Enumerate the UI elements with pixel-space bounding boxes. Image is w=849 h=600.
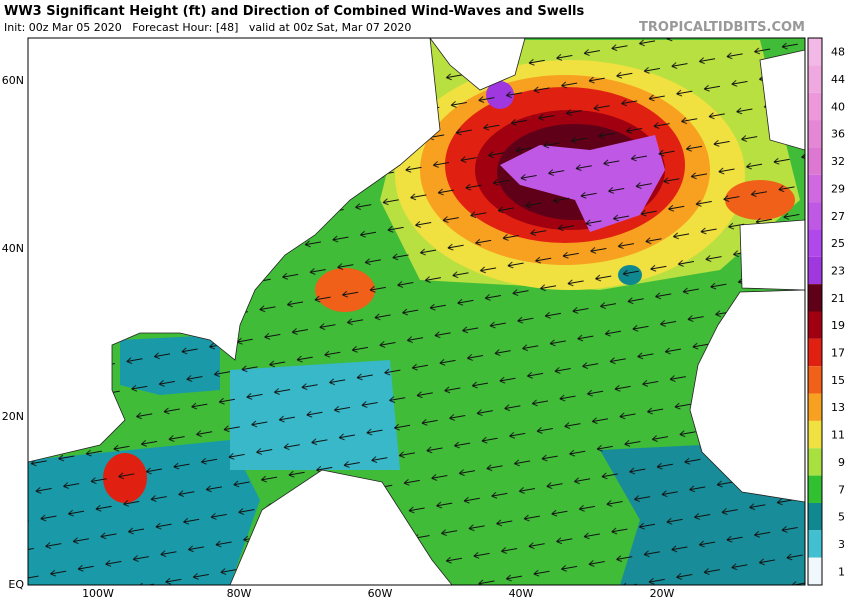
title: WW3 Significant Height (ft) and Directio…	[4, 4, 584, 19]
colorbar-label: 40	[831, 100, 845, 113]
colorbar-label: 44	[831, 73, 845, 86]
colorbar-swatch	[808, 366, 822, 394]
colorbar-swatch	[808, 502, 822, 531]
colorbar-label: 21	[831, 292, 845, 305]
colorbar-swatch	[808, 557, 822, 585]
colorbar-swatch	[808, 256, 822, 285]
colorbar-swatch	[808, 338, 822, 367]
lat-label: 40N	[2, 242, 24, 255]
colorbar-swatch	[808, 174, 822, 203]
colorbar-label: 27	[831, 210, 845, 223]
lon-label: 80W	[227, 587, 252, 600]
colorbar-label: 36	[831, 128, 845, 141]
map	[28, 38, 805, 585]
colorbar-swatch	[808, 229, 822, 257]
colorbar-label: 15	[831, 374, 845, 387]
colorbar-label: 29	[831, 182, 845, 195]
colorbar-label: 48	[831, 46, 845, 59]
lat-labels: 60N 40N 20N EQ	[2, 74, 25, 591]
colorbar-swatch	[808, 448, 822, 476]
colorbar: 48 44 40 36 32 29 27 25 23 21 19 17 15 13 11 9 7 5 3 1	[807, 37, 845, 586]
colorbar-label: 3	[838, 538, 845, 551]
colorbar-label: 13	[831, 401, 845, 414]
colorbar-label: 1	[838, 565, 845, 578]
watermark: TROPICALTIDBITS.COM	[639, 20, 805, 35]
colorbar-label: 11	[831, 429, 845, 442]
lon-label: 60W	[368, 587, 393, 600]
colorbar-label: 23	[831, 264, 845, 277]
colorbar-label: 17	[831, 347, 845, 360]
colorbar-swatch	[808, 393, 822, 421]
colorbar-swatch	[808, 530, 822, 558]
colorbar-label: 5	[838, 511, 845, 524]
colorbar-frame	[807, 37, 823, 586]
lon-labels: 100W 80W 60W 40W 20W	[82, 587, 674, 600]
colorbar-swatch	[808, 92, 822, 121]
colorbar-label: 32	[831, 155, 845, 168]
lon-label: 20W	[650, 587, 675, 600]
colorbar-swatch	[808, 475, 822, 503]
lon-label: 100W	[82, 587, 114, 600]
subtitle: Init: 00z Mar 05 2020 Forecast Hour: [48…	[4, 21, 411, 34]
colorbar-label: 7	[838, 483, 845, 496]
colorbar-swatch	[808, 311, 822, 339]
colorbar-swatch	[808, 65, 822, 93]
lat-label: EQ	[8, 578, 24, 591]
colorbar-label: 9	[838, 456, 845, 469]
colorbar-swatch	[808, 147, 822, 175]
colorbar-label: 19	[831, 319, 845, 332]
colorbar-label: 25	[831, 237, 845, 250]
colorbar-swatch	[808, 120, 822, 148]
lon-label: 40W	[509, 587, 534, 600]
lat-label: 60N	[2, 74, 24, 87]
colorbar-swatch	[808, 38, 822, 66]
lat-label: 20N	[2, 410, 24, 423]
colorbar-swatch	[808, 420, 822, 449]
colorbar-swatch	[808, 202, 822, 230]
colorbar-swatch	[808, 284, 822, 312]
map-frame	[27, 37, 806, 586]
